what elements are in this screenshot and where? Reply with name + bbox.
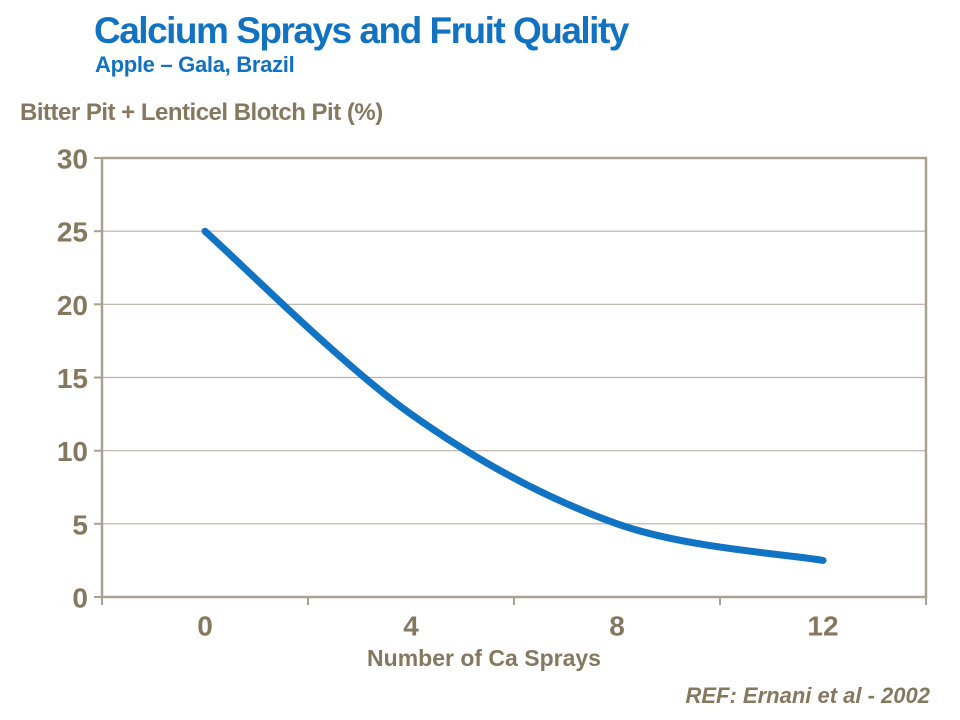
data-curve <box>201 227 827 564</box>
x-tick-label: 0 <box>197 611 213 642</box>
reference-citation: REF: Ernani et al - 2002 <box>685 683 930 708</box>
x-axis-title: Number of Ca Sprays <box>367 645 601 671</box>
y-tick-label: 10 <box>57 436 88 467</box>
slide-subtitle: Apple – Gala, Brazil <box>95 52 295 77</box>
y-tick-label: 5 <box>72 509 88 540</box>
y-tick-label: 15 <box>57 363 88 394</box>
y-tick-label: 25 <box>57 217 88 248</box>
x-tick-label: 8 <box>609 611 625 642</box>
y-tick-label: 30 <box>57 144 88 175</box>
slide-title: Calcium Sprays and Fruit Quality <box>94 10 629 51</box>
x-tick-label: 12 <box>807 611 838 642</box>
y-tick-label: 20 <box>57 290 88 321</box>
y-tick-label: 0 <box>72 583 88 614</box>
y-axis-title: Bitter Pit + Lenticel Blotch Pit (%) <box>20 99 383 126</box>
x-tick-label: 4 <box>403 611 419 642</box>
